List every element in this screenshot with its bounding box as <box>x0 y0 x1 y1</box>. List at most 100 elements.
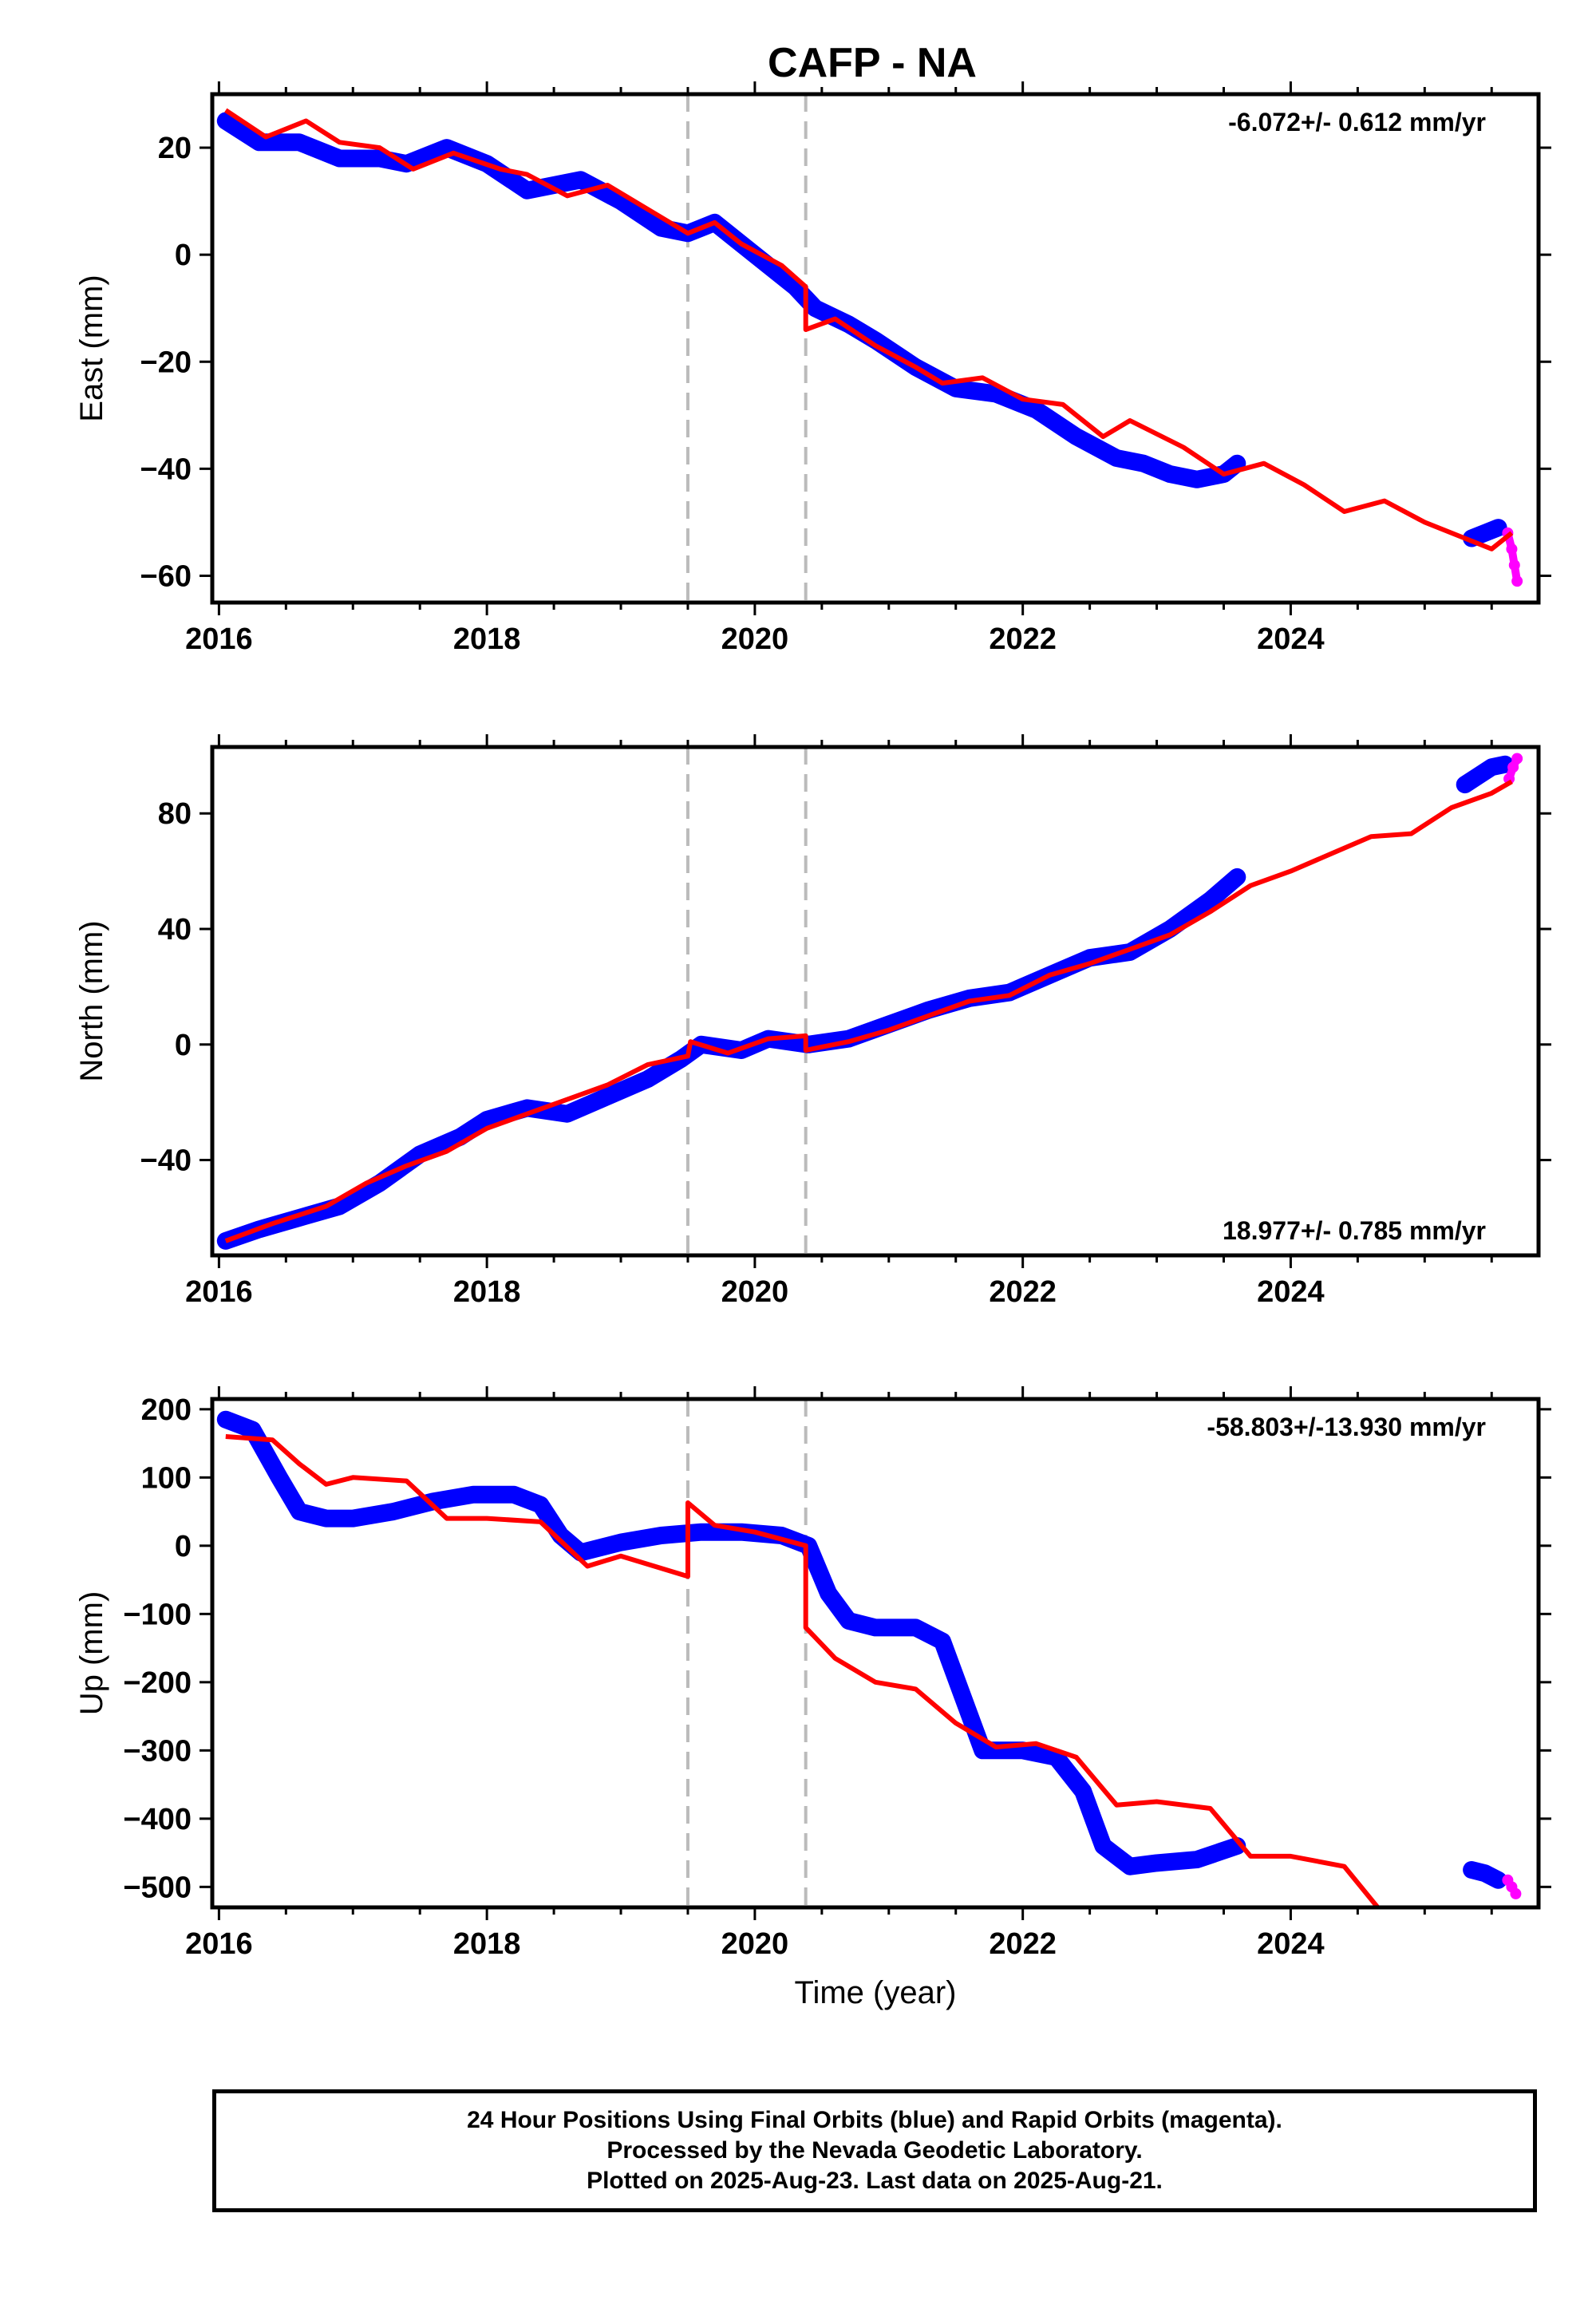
final-point <box>1486 761 1498 773</box>
panel-frame <box>210 745 1541 1258</box>
y-tick-label: 0 <box>175 1530 192 1563</box>
x-tick-label: 2020 <box>721 1927 789 1961</box>
y-tick-label: −500 <box>123 1871 192 1904</box>
final-point <box>320 1512 332 1524</box>
rapid-point <box>1507 761 1519 773</box>
final-point <box>1070 431 1082 443</box>
plot-area <box>216 108 1523 587</box>
final-point <box>1137 457 1149 469</box>
final-position-band <box>216 112 1246 488</box>
rate-label: 18.977+/- 0.785 mm/yr <box>1223 1216 1486 1245</box>
final-point <box>387 1506 399 1518</box>
x-tick-label: 2022 <box>989 1927 1057 1961</box>
final-point <box>481 1113 493 1125</box>
y-tick-label: −40 <box>140 453 192 486</box>
model-curve <box>225 1434 1380 1907</box>
gps-timeseries-figure: CAFP - NA 2016 2018 2020 2022 2024200−20−40−… <box>74 40 1551 2010</box>
final-point <box>1151 1857 1163 1869</box>
y-axis-label: North (mm) <box>74 920 109 1081</box>
panel-frame <box>210 92 1541 605</box>
final-point <box>823 1587 835 1599</box>
rate-label: -6.072+/- 0.612 mm/yr <box>1228 108 1486 136</box>
x-tick-label: 2024 <box>1257 1927 1325 1961</box>
x-tick-label: 2024 <box>1257 622 1325 656</box>
final-point <box>1479 527 1491 539</box>
final-point <box>977 1745 989 1757</box>
final-point <box>655 222 667 234</box>
final-point <box>535 1499 547 1511</box>
x-tick-label: 2018 <box>453 1927 521 1961</box>
final-point <box>219 115 231 127</box>
footer-box: 24 Hour Positions Using Final Orbits (bl… <box>212 2089 1537 2212</box>
y-tick-label: 0 <box>175 239 192 272</box>
x-tick-label: 2016 <box>185 1275 253 1309</box>
panel-up: 2016 2018 2020 2022 2024 200 100 0 −100 −200 −300 −… <box>74 1386 1551 2010</box>
final-point <box>1050 1751 1062 1763</box>
final-point <box>561 1108 573 1120</box>
final-point <box>843 1614 855 1626</box>
final-point <box>1191 473 1203 485</box>
final-point <box>575 174 587 186</box>
final-point <box>1077 1785 1089 1797</box>
final-point <box>294 1506 306 1518</box>
final-point <box>1030 404 1042 416</box>
y-tick-label: −200 <box>123 1666 192 1700</box>
final-point <box>273 1472 285 1484</box>
final-point <box>294 136 306 148</box>
final-point <box>950 382 962 394</box>
panel-frame <box>210 1397 1541 1910</box>
final-point <box>1017 1745 1029 1757</box>
final-point <box>1479 1867 1491 1879</box>
y-tick-label: −40 <box>140 1144 192 1178</box>
final-point <box>615 196 627 207</box>
y-tick-label: 100 <box>141 1461 192 1495</box>
final-point <box>602 1090 614 1102</box>
panel-east: 2016 2018 2020 2022 2024 20 0 −20 −40 −60 East (mm… <box>74 81 1551 656</box>
final-point <box>373 152 385 164</box>
y-axis-label: East (mm) <box>74 275 109 421</box>
final-point <box>247 1424 259 1436</box>
y-tick-label: 40 <box>158 913 192 947</box>
y-axis-label: Up (mm) <box>74 1591 109 1716</box>
rapid-point <box>1508 559 1520 571</box>
final-point <box>789 281 801 293</box>
final-point <box>1472 770 1484 782</box>
final-point <box>1492 1874 1504 1886</box>
figure-title: CAFP - NA <box>768 40 977 86</box>
y-tick-label: −20 <box>140 346 192 379</box>
x-tick-label: 2024 <box>1257 1275 1325 1309</box>
final-point <box>990 388 1002 400</box>
final-point <box>219 1413 231 1425</box>
final-point <box>1492 522 1504 534</box>
x-tick-label: 2022 <box>989 1275 1057 1309</box>
rapid-point <box>1510 1887 1522 1899</box>
final-point <box>1231 871 1243 883</box>
final-point <box>334 152 346 164</box>
final-point <box>347 1512 359 1524</box>
final-position-band <box>1456 755 1514 794</box>
final-point <box>655 1530 667 1542</box>
final-point <box>253 136 265 148</box>
final-point <box>1231 457 1243 469</box>
final-point <box>468 1488 480 1500</box>
rapid-point <box>1503 773 1515 785</box>
final-point <box>1466 1863 1478 1875</box>
y-tick-label: 0 <box>175 1029 192 1062</box>
final-point <box>642 1073 654 1085</box>
x-tick-label: 2016 <box>185 1927 253 1961</box>
footer-line-3: Plotted on 2025-Aug-23. Last data on 202… <box>587 2168 1163 2194</box>
final-point <box>695 1526 707 1538</box>
final-point <box>809 302 821 314</box>
final-point <box>521 184 533 196</box>
final-point <box>957 1690 969 1701</box>
y-tick-label: 80 <box>158 797 192 831</box>
y-tick-label: −60 <box>140 559 192 593</box>
final-point <box>870 1622 881 1634</box>
model-curve <box>224 108 1514 551</box>
final-point <box>615 1536 627 1548</box>
y-tick-label: 200 <box>141 1393 192 1427</box>
rate-label: -58.803+/-13.930 mm/yr <box>1207 1413 1486 1441</box>
y-tick-label: 20 <box>158 132 192 165</box>
footer-line-1: 24 Hour Positions Using Final Orbits (bl… <box>467 2107 1282 2133</box>
